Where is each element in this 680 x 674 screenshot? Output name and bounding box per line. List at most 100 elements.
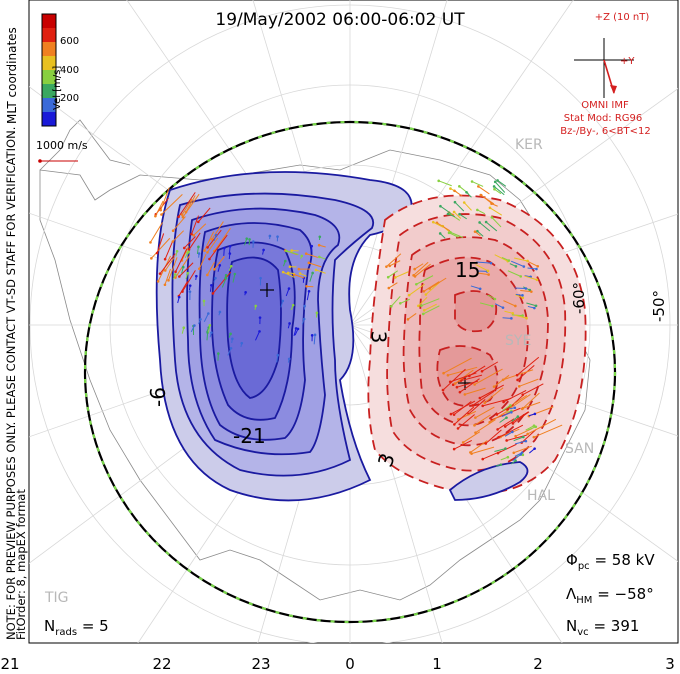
secondary-cell [448, 461, 529, 501]
vector-origin [317, 243, 321, 247]
velocity-vector [413, 261, 429, 276]
velocity-vector [520, 289, 532, 293]
vector-origin [171, 240, 175, 243]
vector-origin [229, 346, 233, 350]
vector-origin [495, 413, 499, 416]
velocity-vector [459, 213, 468, 220]
velocity-vector [494, 254, 508, 262]
velocity-vector [315, 269, 326, 274]
vector-origin [461, 441, 465, 444]
velocity-vector [164, 241, 174, 260]
vector-origin [307, 289, 311, 293]
vector-origin [486, 269, 490, 273]
station-hal: HAL [527, 488, 555, 504]
velocity-vector [475, 264, 489, 272]
velocity-vector [440, 205, 452, 214]
velocity-vector [154, 200, 164, 217]
vector-origin [524, 287, 528, 290]
velocity-vector [475, 419, 496, 434]
vector-origin [535, 278, 539, 282]
vector-origin [452, 210, 456, 214]
vector-origin [463, 393, 467, 396]
vector-origin [458, 212, 461, 216]
vector-origin [211, 292, 215, 295]
velocity-vector [159, 253, 176, 274]
vector-origin [534, 304, 538, 308]
vector-origin [479, 193, 483, 197]
vector-origin [171, 229, 175, 233]
velocity-vector [255, 331, 260, 341]
vector-origin [291, 303, 295, 307]
velocity-vector [456, 380, 479, 388]
vector-origin [446, 373, 450, 377]
velocity-vector [493, 374, 510, 388]
vector-origin [150, 257, 153, 260]
vector-origin [514, 265, 518, 268]
vector-origin [521, 314, 524, 317]
vector-origin [207, 312, 210, 315]
vector-origin [483, 401, 486, 405]
vector-origin [222, 246, 226, 250]
vector-origin [493, 297, 497, 301]
velocity-vector [227, 348, 232, 356]
vector-origin [188, 284, 192, 287]
n-rads-stat: Nrads = 5 [44, 617, 109, 638]
vector-origin [196, 220, 200, 224]
velocity-vector [485, 429, 502, 444]
mlt-label-22: 22 [152, 655, 172, 673]
velocity-vector [181, 245, 190, 261]
dawn-cell [367, 194, 587, 495]
contour-label-3a: 3 [366, 330, 391, 344]
vector-origin [521, 294, 524, 297]
imf-source: OMNI IMF [581, 100, 629, 111]
velocity-vector [470, 440, 488, 453]
velocity-vector [433, 221, 444, 228]
velocity-vector [454, 201, 465, 212]
velocity-vector [468, 399, 486, 415]
velocity-vector [513, 445, 532, 454]
velocity-vector [387, 270, 399, 278]
fit-order-note: FitOrder: 8, mapEX format [14, 489, 28, 640]
velocity-vector [150, 237, 171, 259]
colorbar-segment [42, 42, 56, 57]
velocity-vector [471, 446, 495, 455]
vector-origin [290, 249, 294, 252]
vector-origin [420, 304, 423, 307]
contour-label-15: 15 [455, 258, 481, 282]
velocity-vector [503, 390, 527, 403]
velocity-vector [521, 392, 540, 410]
vector-origin [458, 185, 461, 188]
vector-origin [442, 371, 445, 375]
vector-origin [206, 246, 209, 249]
velocity-vector [514, 294, 523, 299]
velocity-vector [206, 332, 209, 341]
vector-origin [197, 252, 201, 255]
velocity-vector [497, 180, 507, 187]
vector-origin [501, 306, 505, 309]
velocity-vector [514, 257, 528, 262]
velocity-vector [514, 287, 526, 289]
velocity-vector [172, 216, 186, 232]
velocity-vector [424, 303, 437, 311]
velocity-vector [524, 275, 538, 281]
velocity-vector [454, 190, 463, 197]
vector-origin [163, 269, 167, 272]
velocity-vector [438, 180, 452, 187]
velocity-vector [489, 411, 507, 423]
vector-origin [526, 432, 529, 436]
colorbar-tick-400: 400 [60, 65, 80, 76]
vector-origin [276, 235, 279, 238]
velocity-vector [504, 431, 513, 437]
velocity-vector [204, 231, 215, 251]
velocity-vector [481, 361, 499, 372]
velocity-vector [470, 285, 481, 290]
vector-origin [297, 267, 301, 271]
vector-origin [177, 215, 180, 219]
velocity-vector [221, 278, 227, 288]
mlt-label-3: 3 [665, 655, 675, 673]
vector-origin [193, 324, 196, 327]
velocity-vector [407, 313, 417, 320]
velocity-vector [450, 372, 477, 383]
vector-origin [286, 271, 290, 275]
velocity-vector [423, 305, 440, 315]
